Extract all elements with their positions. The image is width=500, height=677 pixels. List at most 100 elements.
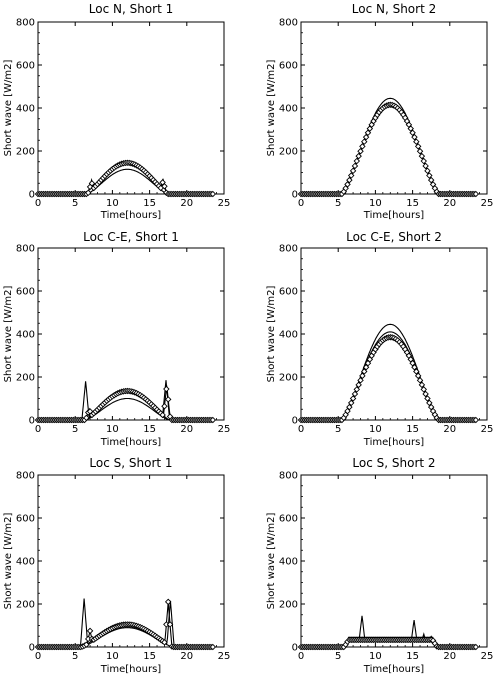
series-marker xyxy=(349,395,357,402)
panel-title: Loc S, Short 2 xyxy=(352,456,435,470)
series-marker xyxy=(409,359,416,367)
series-marker xyxy=(416,377,424,384)
plot-area: 0 5 10 15 20 25 0 200 400 600 800 xyxy=(16,471,230,663)
x-tick-label: 15 xyxy=(143,424,156,435)
y-tick-label: 200 xyxy=(16,147,35,158)
y-tick-label: 0 xyxy=(292,416,298,427)
panel-title: Loc C-E, Short 1 xyxy=(83,230,179,244)
series-marker xyxy=(86,627,94,635)
plot-area: 0 5 10 15 20 25 0 200 400 600 800 xyxy=(16,244,230,436)
series-marker xyxy=(347,399,355,407)
series-marker xyxy=(357,147,364,155)
plot-area: 0 5 10 15 20 25 0 200 400 600 800 xyxy=(16,18,230,210)
panel-title: Loc C-E, Short 2 xyxy=(346,230,442,244)
panel-loc-n-short-1: Loc N, Short 1 Time[hours] Short wave [W… xyxy=(3,2,230,221)
panel-title: Loc N, Short 2 xyxy=(352,2,437,16)
y-tick-label: 800 xyxy=(16,18,35,29)
series-marker xyxy=(426,399,433,407)
series-marker xyxy=(347,172,355,179)
x-tick-label: 15 xyxy=(143,198,156,209)
y-tick-label: 400 xyxy=(16,557,35,568)
plot-area: 0 5 10 15 20 25 0 200 400 600 800 xyxy=(279,18,493,210)
series-marker xyxy=(472,643,480,651)
x-tick-label: 0 xyxy=(35,424,41,435)
y-tick-label: 200 xyxy=(279,373,298,384)
series-marker xyxy=(83,414,90,422)
y-tick-label: 0 xyxy=(29,190,35,201)
series-line xyxy=(38,389,215,421)
series-marker xyxy=(351,390,359,398)
plot-frame xyxy=(37,21,225,195)
series-line xyxy=(38,163,215,195)
x-tick-label: 0 xyxy=(35,198,41,209)
x-tick-label: 0 xyxy=(298,651,304,662)
series-marker xyxy=(351,162,359,170)
x-tick-label: 25 xyxy=(218,198,231,209)
x-tick-label: 5 xyxy=(72,424,78,435)
series-marker xyxy=(353,386,361,393)
x-tick-label: 15 xyxy=(143,651,156,662)
y-tick-label: 600 xyxy=(279,514,298,525)
y-tick-label: 800 xyxy=(16,471,35,482)
x-axis-label: Time[hours] xyxy=(363,437,424,448)
panel-loc-c-e-short-2: Loc C-E, Short 2 Time[hours] Short wave … xyxy=(266,230,493,448)
series-marker xyxy=(416,147,424,155)
series-marker xyxy=(472,416,480,424)
x-tick-label: 5 xyxy=(335,198,341,209)
x-tick-label: 10 xyxy=(106,198,119,209)
series-marker xyxy=(418,152,426,160)
y-tick-label: 400 xyxy=(279,330,298,341)
y-tick-label: 600 xyxy=(16,287,35,298)
series-marker xyxy=(209,190,217,198)
panel-title: Loc N, Short 1 xyxy=(89,2,174,16)
series-marker xyxy=(344,181,351,188)
series-marker xyxy=(359,372,366,380)
series-marker xyxy=(353,157,361,165)
x-tick-label: 5 xyxy=(72,651,78,662)
y-axis-label: Short wave [W/m2] xyxy=(266,60,277,157)
plot-frame xyxy=(37,474,225,648)
y-tick-label: 400 xyxy=(279,557,298,568)
plot-frame xyxy=(300,474,488,648)
y-tick-label: 800 xyxy=(279,244,298,255)
series-marker xyxy=(418,381,426,389)
x-tick-label: 20 xyxy=(180,198,193,209)
series-marker xyxy=(362,133,370,141)
y-tick-label: 0 xyxy=(292,643,298,654)
x-tick-label: 25 xyxy=(481,424,494,435)
x-tick-label: 10 xyxy=(106,424,119,435)
panel-loc-s-short-2: Loc S, Short 2 Time[hours] Short wave [W… xyxy=(266,456,493,675)
y-axis-label: Short wave [W/m2] xyxy=(266,286,277,383)
x-tick-label: 10 xyxy=(369,424,382,435)
x-axis-label: Time[hours] xyxy=(363,210,424,221)
series-marker xyxy=(422,390,429,398)
series-marker xyxy=(414,143,422,150)
series-marker xyxy=(84,189,92,197)
series-marker xyxy=(166,621,174,628)
x-tick-label: 15 xyxy=(406,424,419,435)
y-tick-label: 200 xyxy=(16,373,35,384)
y-tick-label: 200 xyxy=(279,147,298,158)
series-marker xyxy=(361,138,368,145)
series-line xyxy=(38,161,215,195)
series-marker xyxy=(361,368,368,375)
series-marker xyxy=(407,125,414,132)
series-marker xyxy=(364,129,372,137)
series-marker xyxy=(209,643,217,651)
x-tick-label: 20 xyxy=(443,651,456,662)
plot-area: 0 5 10 15 20 25 0 200 400 600 800 xyxy=(279,471,493,663)
panel-loc-n-short-2: Loc N, Short 2 Time[hours] Short wave [W… xyxy=(266,2,493,221)
series-marker xyxy=(413,368,420,375)
series-marker xyxy=(420,157,427,165)
x-tick-label: 25 xyxy=(218,651,231,662)
x-tick-label: 25 xyxy=(481,651,494,662)
series-marker xyxy=(362,364,370,371)
series-marker xyxy=(414,372,422,380)
x-axis-label: Time[hours] xyxy=(100,664,161,675)
series-marker xyxy=(159,411,166,419)
y-tick-label: 0 xyxy=(29,416,35,427)
series-line xyxy=(38,162,215,195)
x-tick-label: 5 xyxy=(335,651,341,662)
series-marker xyxy=(164,598,172,606)
y-tick-label: 200 xyxy=(16,600,35,611)
